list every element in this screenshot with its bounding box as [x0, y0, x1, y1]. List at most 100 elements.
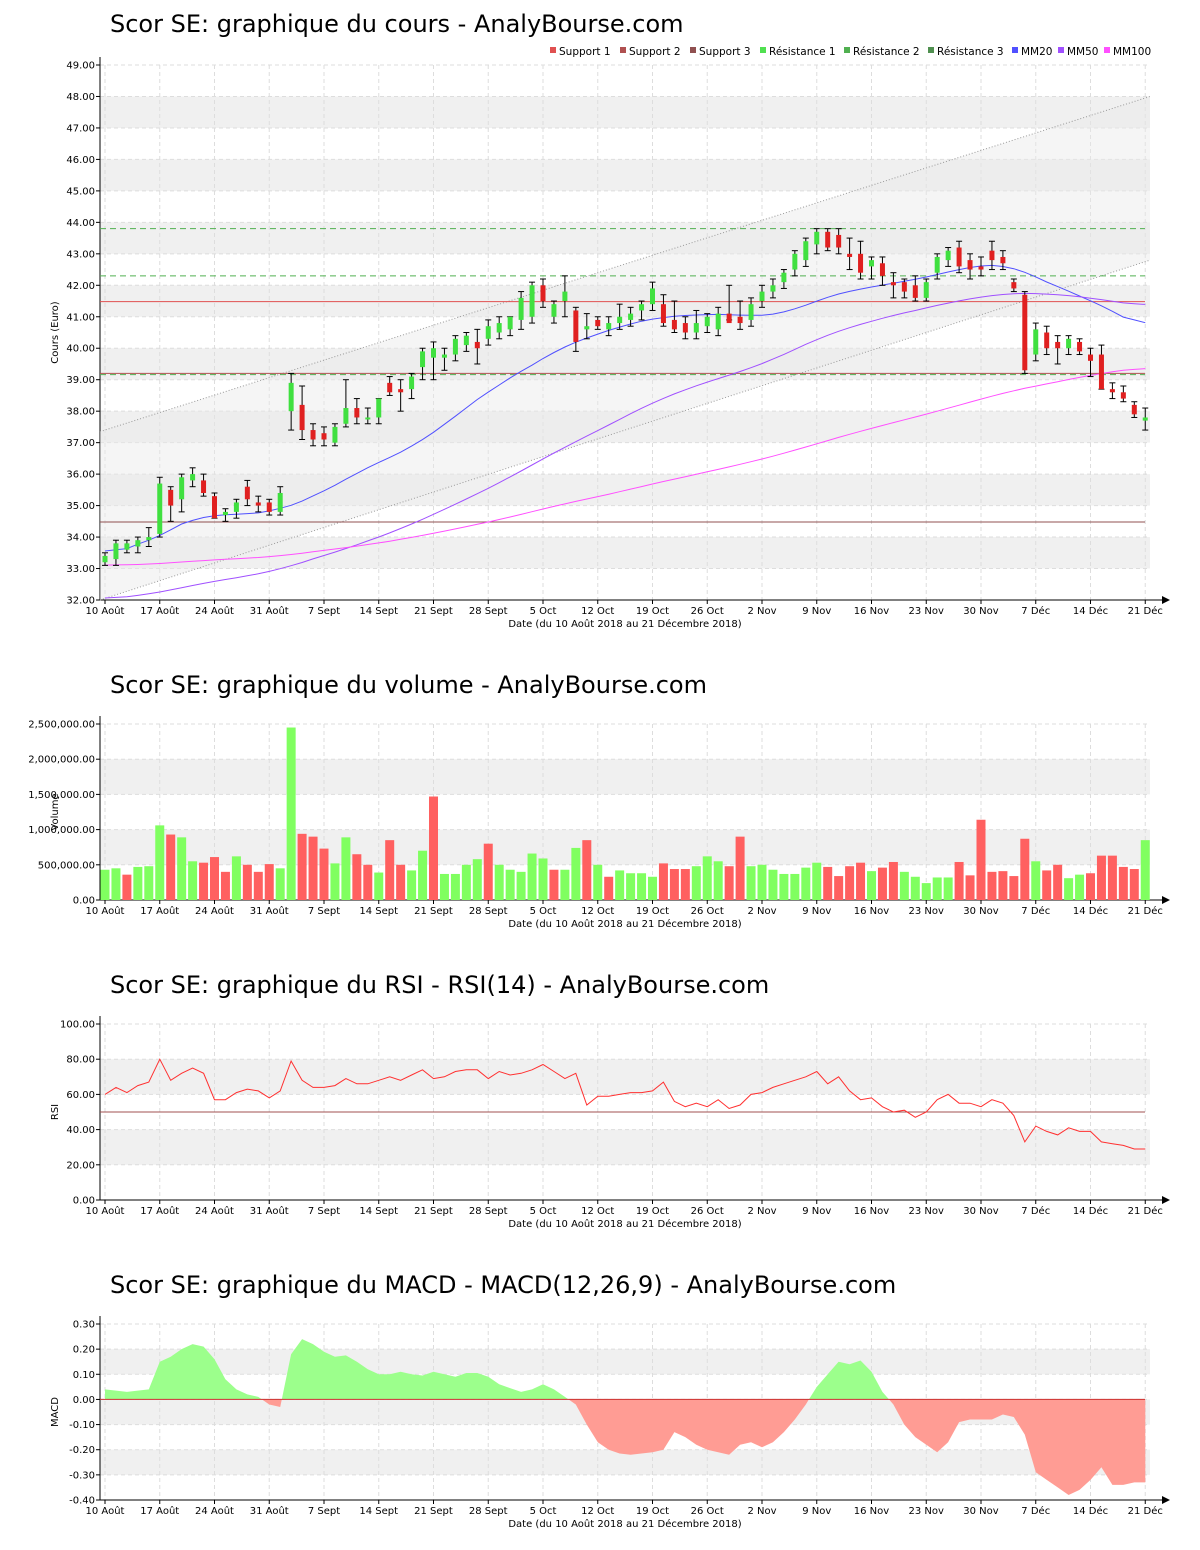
volume-bar: [593, 864, 603, 900]
candle-body: [825, 231, 831, 248]
x-tick-label: 21 Déc: [1128, 905, 1163, 917]
x-tick-label: 14 Déc: [1073, 605, 1108, 617]
candle-body: [1120, 392, 1126, 399]
candle-body: [890, 282, 896, 286]
x-tick-label: 19 Oct: [636, 1206, 669, 1217]
candle-body: [901, 282, 907, 292]
candle-body: [255, 502, 261, 506]
x-tick-label: 7 Sept: [308, 1506, 340, 1517]
candle-body: [332, 426, 338, 443]
candle-body: [595, 319, 601, 327]
legend-label: Résistance 1: [769, 46, 836, 58]
volume-bar: [954, 861, 964, 900]
x-tick-label: 5 Oct: [530, 606, 557, 617]
candle-body: [452, 338, 458, 355]
x-tick-label: 24 Août: [195, 1205, 234, 1217]
macd-chart-panel: Scor SE: graphique du MACD - MACD(12,26,…: [0, 1260, 1200, 1550]
rsi-chart-title: Scor SE: graphique du RSI - RSI(14) - An…: [110, 971, 770, 999]
volume-bar: [231, 856, 241, 900]
rsi-line: [104, 1058, 1146, 1150]
x-tick-label: 21 Sept: [414, 1206, 453, 1217]
candle-body: [923, 282, 929, 298]
x-tick-label: 5 Oct: [530, 1506, 557, 1517]
x-tick-label: 10 Août: [86, 905, 125, 917]
x-tick-label: 7 Sept: [308, 1206, 340, 1217]
candle-body: [715, 313, 721, 330]
candle-body: [1055, 341, 1061, 349]
volume-bar: [1031, 861, 1041, 900]
y-tick-label: 39.00: [66, 375, 95, 386]
candle-body: [803, 241, 809, 261]
candle-body: [376, 398, 382, 418]
y-tick-label: 38.00: [66, 407, 95, 418]
volume-bar: [549, 869, 559, 900]
candle-body: [606, 323, 612, 330]
y-axis-label: MACD: [50, 1397, 61, 1427]
legend-swatch: [1104, 47, 1110, 53]
x-axis-arrow: [1162, 896, 1170, 904]
volume-bar: [582, 840, 592, 900]
x-axis-label: Date (du 10 Août 2018 au 21 Décembre 201…: [508, 918, 741, 930]
candle-body: [956, 247, 962, 267]
volume-bar: [429, 796, 438, 900]
x-tick-label: 5 Oct: [530, 906, 557, 917]
volume-bar: [374, 872, 384, 900]
candle-body: [759, 291, 765, 302]
y-tick-label: -0.30: [69, 1470, 95, 1481]
candle-body: [529, 285, 535, 317]
trend-channel: [100, 96, 1150, 601]
x-tick-label: 31 Août: [250, 1505, 289, 1517]
legend-swatch: [620, 47, 626, 53]
volume-bar: [418, 850, 428, 900]
volume-bar: [1042, 870, 1052, 900]
volume-bar: [516, 871, 526, 900]
x-tick-label: 2 Nov: [747, 1206, 776, 1217]
x-tick-label: 17 Août: [140, 1205, 179, 1217]
legend-swatch: [928, 47, 934, 53]
candle-body: [650, 288, 655, 305]
macd-negative-area: [889, 1399, 1146, 1495]
candle-body: [113, 543, 119, 560]
y-tick-label: 34.00: [66, 533, 95, 544]
x-tick-label: 7 Déc: [1021, 605, 1050, 617]
candle-body: [474, 341, 480, 349]
candle-body: [628, 313, 634, 320]
x-tick-label: 12 Oct: [581, 1506, 614, 1517]
y-tick-label: 1,000,000.00: [28, 825, 95, 836]
volume-bar: [396, 864, 406, 900]
grid-band: [100, 285, 1150, 317]
volume-bar: [1096, 855, 1106, 900]
volume-bar: [965, 875, 975, 900]
x-tick-label: 9 Nov: [802, 606, 831, 617]
x-tick-label: 14 Sept: [359, 1506, 398, 1517]
candle-body: [781, 272, 787, 283]
candle-body: [233, 502, 239, 512]
y-axis-label: RSI: [50, 1104, 61, 1120]
x-tick-label: 16 Nov: [854, 1206, 890, 1217]
candle-body: [409, 376, 415, 390]
legend-label: MM100: [1113, 46, 1151, 58]
candle-body: [354, 408, 360, 418]
y-tick-label: 0.20: [73, 1345, 95, 1356]
volume-bar: [812, 862, 822, 900]
x-tick-label: 14 Déc: [1073, 1505, 1108, 1517]
legend-label: MM50: [1067, 46, 1098, 58]
volume-bar: [385, 840, 395, 900]
candle-body: [945, 250, 951, 261]
y-axis-label: Cours (Euro): [50, 301, 61, 364]
volume-bar: [834, 876, 844, 900]
candle-body: [463, 335, 469, 346]
macd-chart: -0.40 -0.30 -0.20 -0.10 0.00 0.10 0.20 0.30 10 A…: [50, 1316, 1170, 1530]
mm50-line: [104, 292, 1146, 599]
volume-bar: [155, 825, 165, 900]
candle-body: [1077, 341, 1083, 352]
y-tick-label: 20.00: [66, 1160, 95, 1171]
volume-bar: [702, 856, 712, 900]
y-tick-label: -0.10: [69, 1420, 95, 1431]
x-axis-arrow: [1162, 1196, 1170, 1204]
volume-bar: [133, 866, 143, 900]
volume-bar: [286, 727, 296, 900]
candle-body: [485, 326, 491, 339]
y-tick-label: 0.30: [73, 1320, 95, 1331]
volume-bar: [746, 866, 756, 900]
